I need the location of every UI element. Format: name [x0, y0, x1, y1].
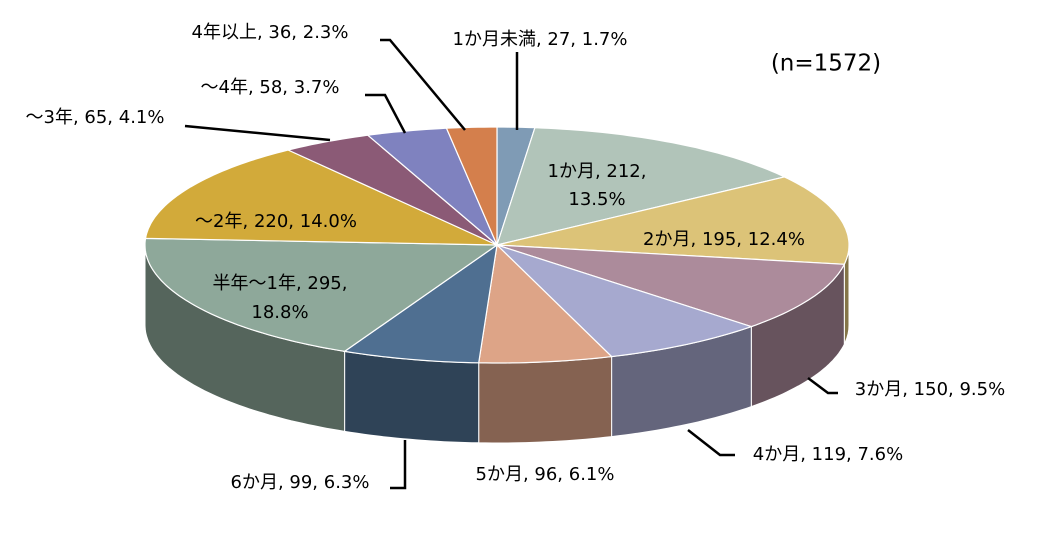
slice: [478, 243, 613, 364]
data-label: 4年以上, 36, 2.3%: [192, 22, 349, 43]
slice: [286, 134, 498, 246]
data-label: ～4年, 58, 3.7%: [201, 77, 340, 98]
data-label: 5か月, 96, 6.1%: [476, 464, 615, 485]
slice: [496, 244, 846, 328]
slice: [144, 237, 499, 353]
leader-line: [390, 440, 407, 490]
leader-line: [687, 429, 735, 457]
slice: [366, 127, 498, 246]
data-label: 1か月未満, 27, 1.7%: [453, 29, 628, 50]
data-label: 4か月, 119, 7.6%: [753, 444, 903, 465]
slice: [343, 243, 498, 364]
data-label: ～3年, 65, 4.1%: [26, 107, 165, 128]
leader-line: [380, 38, 466, 131]
slice: [496, 176, 850, 265]
data-label: 2か月, 195, 12.4%: [643, 229, 805, 250]
sample-size-note: (n=1572): [771, 51, 881, 77]
slice: [496, 244, 754, 358]
data-label: 6か月, 99, 6.3%: [231, 472, 370, 493]
data-label: 18.8%: [251, 302, 308, 323]
slice: [144, 149, 498, 246]
leader-line: [807, 377, 838, 395]
data-label: ～2年, 220, 14.0%: [195, 211, 357, 232]
slice-side: [344, 350, 480, 444]
leader-line: [365, 93, 407, 134]
data-label: 3か月, 150, 9.5%: [855, 379, 1005, 400]
data-label: 1か月, 212,: [548, 161, 647, 182]
leader-line: [184, 124, 331, 142]
slice-side: [478, 356, 613, 444]
data-label: 半年～1年, 295,: [213, 273, 348, 294]
data-label: 13.5%: [568, 189, 625, 210]
slice: [496, 127, 787, 246]
slice: [445, 126, 498, 246]
